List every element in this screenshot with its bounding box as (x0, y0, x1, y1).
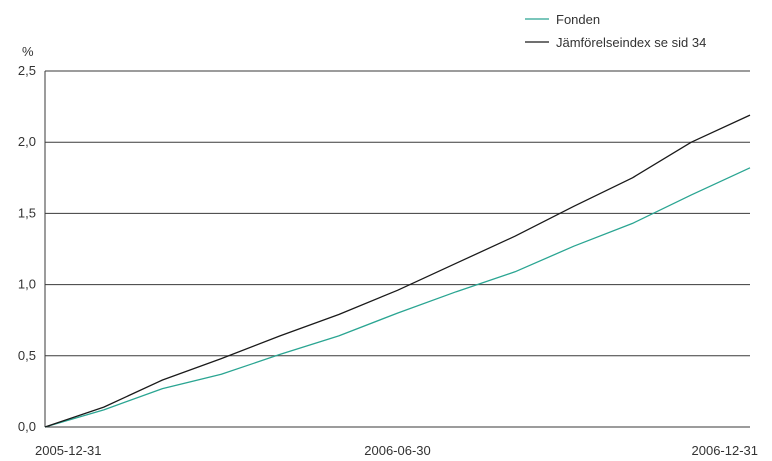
legend: Fonden Jämförelseindex se sid 34 (525, 12, 706, 50)
x-tick-label: 2006-12-31 (692, 443, 759, 458)
y-tick-label: 2,5 (18, 63, 36, 78)
y-tick-label: 0,5 (18, 348, 36, 363)
grid-lines (44, 70, 750, 428)
y-tick-label: 0,0 (18, 419, 36, 434)
x-tick-label: 2006-06-30 (364, 443, 431, 458)
x-tick-label: 2005-12-31 (35, 443, 102, 458)
legend-label: Fonden (556, 12, 600, 27)
legend-label: Jämförelseindex se sid 34 (556, 35, 706, 50)
y-tick-label: 1,0 (18, 277, 36, 292)
y-tick-labels: 0,0 0,5 1,0 1,5 2,0 2,5 (18, 63, 36, 434)
y-tick-label: 2,0 (18, 134, 36, 149)
y-axis-unit: % (22, 44, 34, 59)
series-lines (44, 114, 751, 428)
y-tick-label: 1,5 (18, 205, 36, 220)
x-tick-labels: 2005-12-31 2006-06-30 2006-12-31 (35, 443, 758, 458)
series-line-jamforelseindex (44, 114, 751, 428)
series-line-fonden (44, 167, 751, 428)
